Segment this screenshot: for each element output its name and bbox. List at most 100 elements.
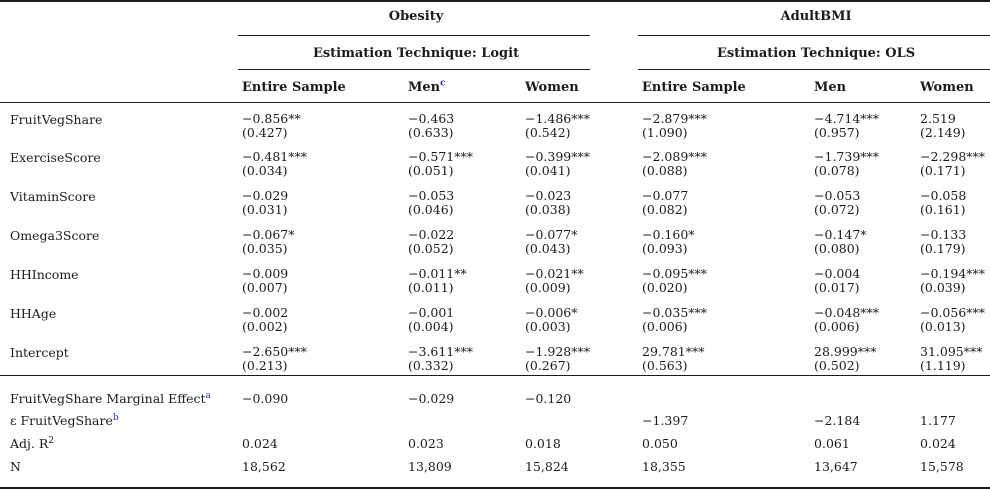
stat-cell: −2.184 — [814, 413, 861, 428]
coef-cell: −0.053 (0.072) — [810, 180, 916, 219]
standard-error-value: (0.003) — [525, 319, 571, 334]
col-header-men-ols: Men — [810, 69, 917, 103]
stat-row: FruitVegShare Marginal Effecta −0.090 −0.0… — [0, 375, 990, 406]
estimate-value: −0.133 — [920, 227, 967, 242]
estimate-value: −0.053 — [814, 188, 861, 203]
standard-error-value: (0.004) — [408, 319, 454, 334]
standard-error-value: (0.072) — [814, 202, 860, 217]
coef-cell: −0.399*** (0.041) — [521, 141, 590, 180]
standard-error-value: (0.267) — [525, 358, 571, 373]
standard-error-value: (0.031) — [242, 202, 288, 217]
stat-row: Adj. R2 0.024 0.023 0.018 0.050 0.061 0.024 — [0, 429, 990, 452]
coef-cell: −0.053 (0.046) — [404, 180, 521, 219]
coef-cell: −0.463 (0.633) — [404, 102, 521, 141]
coef-cell: −0.058 (0.161) — [916, 180, 990, 219]
estimate-value: −0.160* — [642, 227, 695, 242]
coef-row: Omega3Score −0.067* (0.035) −0.022 (0.052) −0… — [0, 219, 990, 258]
standard-error-value: (0.006) — [814, 319, 860, 334]
standard-error-value: (0.093) — [642, 241, 688, 256]
standard-error-value: (0.332) — [408, 358, 454, 373]
coef-cell: −3.611*** (0.332) — [404, 336, 521, 376]
standard-error-value: (0.039) — [920, 280, 966, 295]
estimate-value: −4.714*** — [814, 110, 880, 126]
stat-cell — [404, 406, 521, 429]
technique-ols: Estimation Technique: OLS — [638, 35, 990, 70]
coef-row: Intercept −2.650*** (0.213) −3.611*** (0.332… — [0, 336, 990, 376]
estimate-value: −2.879*** — [642, 110, 708, 126]
coef-cell: −0.006* (0.003) — [521, 297, 590, 336]
group-gap — [590, 219, 638, 258]
coef-cell: −0.004 (0.017) — [810, 258, 916, 297]
standard-error-value: (0.038) — [525, 202, 571, 217]
coefficients-section: FruitVegShare −0.856** (0.427) −0.463 (0.633… — [0, 102, 990, 376]
standard-error-value: (2.149) — [920, 124, 966, 140]
stat-cell — [238, 406, 404, 429]
row-label: FruitVegShare Marginal Effecta — [10, 390, 211, 406]
stat-cell: 18,562 — [242, 459, 286, 474]
estimate-value: −0.194*** — [920, 266, 986, 281]
stat-cell — [521, 406, 590, 429]
group-gap — [590, 1, 638, 35]
coef-cell: −0.160* (0.093) — [638, 219, 810, 258]
row-label: HHIncome — [10, 267, 79, 282]
col-header-women-logit: Women — [521, 69, 591, 103]
standard-error-value: (0.041) — [525, 163, 571, 178]
coef-cell: −0.067* (0.035) — [238, 219, 404, 258]
estimate-value: −0.006* — [525, 305, 578, 320]
stat-cell: 15,578 — [920, 459, 964, 474]
row-label: Adj. R2 — [10, 435, 54, 451]
estimate-value: −1.739*** — [814, 149, 880, 164]
dependent-variable-row: Obesity AdultBMI — [0, 1, 990, 36]
standard-error-value: (0.046) — [408, 202, 454, 217]
stat-row: ε FruitVegShareb −1.397 −2.184 1.177 — [0, 406, 990, 429]
stat-cell: 0.061 — [814, 436, 850, 451]
estimate-value: −1.486*** — [525, 110, 591, 126]
footnote-link-c[interactable]: c — [440, 78, 446, 89]
corner-cell — [0, 1, 238, 35]
standard-error-value: (1.119) — [920, 358, 966, 373]
row-label: Omega3Score — [10, 228, 100, 243]
standard-error-value: (0.052) — [408, 241, 454, 256]
standard-error-value: (0.043) — [525, 241, 571, 256]
coef-cell: −0.022 (0.052) — [404, 219, 521, 258]
table-header: Obesity AdultBMI Estimation Technique: L… — [0, 1, 990, 103]
standard-error-value: (0.017) — [814, 280, 860, 295]
coef-cell: −0.056*** (0.013) — [916, 297, 990, 336]
group-gap — [590, 180, 638, 219]
stat-cell: 0.018 — [525, 436, 561, 451]
coef-cell: −0.194*** (0.039) — [916, 258, 990, 297]
statistics-section: FruitVegShare Marginal Effecta −0.090 −0.0… — [0, 375, 990, 488]
estimate-value: −2.089*** — [642, 149, 708, 164]
estimate-value: −0.481*** — [242, 149, 308, 164]
stat-cell — [810, 375, 916, 406]
footnote-link-b[interactable]: b — [112, 412, 119, 423]
estimate-value: −0.399*** — [525, 149, 591, 164]
standard-error-value: (0.020) — [642, 280, 688, 295]
estimate-value: −0.002 — [242, 305, 289, 320]
coef-cell: −0.147* (0.080) — [810, 219, 916, 258]
standard-error-value: (0.161) — [920, 202, 966, 217]
estimate-value: −1.928*** — [525, 344, 591, 359]
group-gap — [590, 429, 638, 452]
coef-cell: −0.481*** (0.034) — [238, 141, 404, 180]
estimate-value: −0.048*** — [814, 305, 880, 320]
coef-row: HHIncome −0.009 (0.007) −0.011** (0.011) −0.0… — [0, 258, 990, 297]
estimate-value: −0.021** — [525, 266, 584, 281]
coef-cell: −0.077* (0.043) — [521, 219, 590, 258]
superscript: 2 — [48, 435, 54, 446]
corner-cell — [0, 35, 238, 69]
group-gap — [590, 141, 638, 180]
stat-cell — [916, 375, 990, 406]
corner-cell — [0, 69, 238, 103]
standard-error-value: (0.034) — [242, 163, 288, 178]
group-gap — [590, 258, 638, 297]
stat-cell: −1.397 — [642, 413, 689, 428]
coef-cell: −1.486*** (0.542) — [521, 102, 590, 141]
standard-error-value: (0.002) — [242, 319, 288, 334]
stat-cell: 13,647 — [814, 459, 858, 474]
coef-cell: −0.021** (0.009) — [521, 258, 590, 297]
standard-error-value: (0.013) — [920, 319, 966, 334]
estimate-value: −0.095*** — [642, 266, 708, 281]
footnote-link-a[interactable]: a — [205, 390, 211, 401]
standard-error-value: (0.009) — [525, 280, 571, 295]
